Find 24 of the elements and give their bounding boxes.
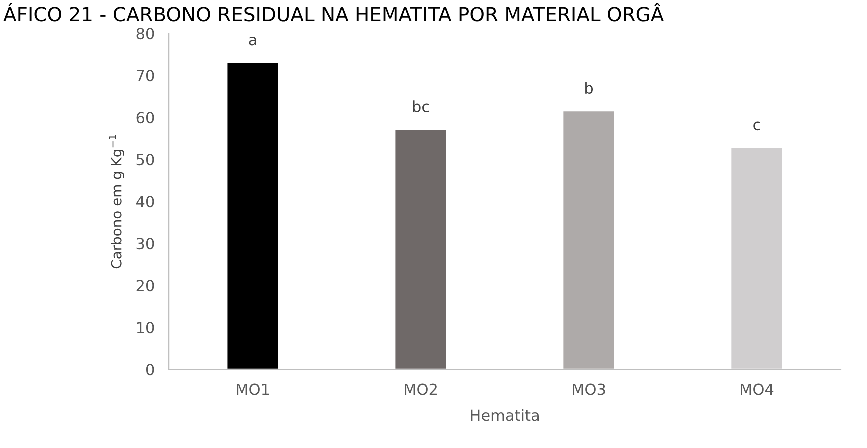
annotation: b: [586, 82, 594, 94]
y-tick-label: 0: [146, 364, 154, 376]
x-tick-label: MO1: [237, 384, 270, 396]
annotation: c: [754, 122, 760, 131]
y-tick-label: 40: [136, 196, 154, 208]
annotation: bc: [413, 100, 430, 113]
x-tick-label: MO2: [405, 384, 437, 396]
annotation: a: [249, 36, 256, 46]
x-tick-label: MO4: [741, 384, 774, 396]
bar: [562, 110, 616, 370]
y-tick-label: 20: [136, 280, 154, 292]
y-tick-label: 80: [136, 28, 154, 40]
bar: [394, 128, 448, 370]
y-axis-title: Carbono em g Kg$^{−1}$: [109, 135, 124, 269]
x-tick-label: MO3: [573, 384, 606, 396]
y-tick-label: 60: [136, 112, 154, 124]
y-tick-label: 70: [136, 70, 154, 82]
y-tick-label: 30: [136, 238, 154, 250]
y-tick-label: 10: [137, 322, 154, 334]
bar: [730, 146, 784, 370]
chart-title: ÁFICO 21 - CARBONO RESIDUAL NA HEMATITA POR MATERIAL ORGÂ: [4, 3, 664, 22]
bar: [226, 62, 280, 370]
x-axis-title: Hematita: [471, 409, 539, 422]
y-tick-label: 50: [136, 154, 154, 166]
